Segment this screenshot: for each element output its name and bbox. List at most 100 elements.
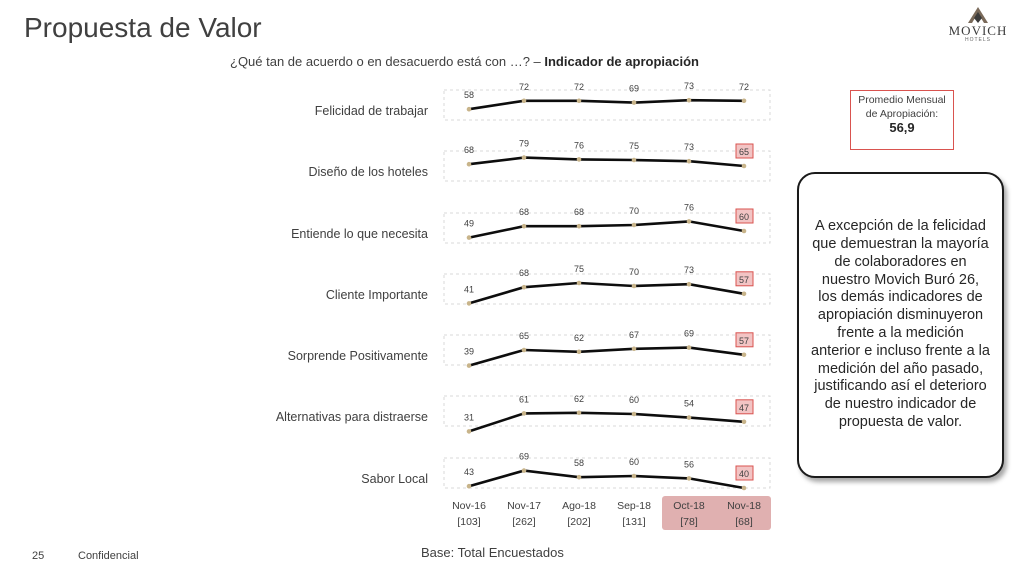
data-point	[741, 485, 747, 491]
data-point	[686, 281, 692, 287]
highlight-column-band	[662, 496, 771, 530]
highlight-value-box	[735, 271, 754, 287]
data-point	[741, 352, 747, 358]
base-note: Base: Total Encuestados	[421, 545, 564, 560]
row-label: Entiende lo que necesita	[291, 227, 428, 241]
data-label: 76	[684, 202, 694, 212]
data-label: 68	[464, 145, 474, 155]
highlight-value-box	[735, 208, 754, 224]
x-tick-label: Nov-17	[507, 500, 541, 512]
series-line	[468, 220, 745, 239]
data-point	[466, 363, 472, 368]
data-label: 76	[574, 140, 584, 150]
data-point	[576, 410, 582, 416]
data-point	[741, 163, 747, 169]
data-point	[466, 483, 472, 489]
promedio-box: Promedio Mensual de Apropiación: 56,9	[850, 90, 954, 150]
data-label: 62	[574, 394, 584, 404]
data-point	[631, 346, 637, 352]
series-line	[468, 156, 745, 168]
x-base-label: [262]	[512, 516, 535, 528]
x-base-label: [202]	[567, 516, 590, 528]
data-label: 68	[574, 207, 584, 217]
data-point	[576, 157, 582, 162]
data-label: 43	[464, 467, 474, 477]
data-label: 70	[629, 267, 639, 277]
data-label: 40	[739, 469, 749, 479]
data-label: 72	[739, 82, 749, 92]
promedio-label: Promedio Mensual de Apropiación:	[858, 94, 946, 120]
page-number: 25	[32, 550, 45, 562]
data-label: 68	[519, 207, 529, 217]
series-line	[468, 469, 745, 490]
confidential-label: Confidencial	[78, 550, 139, 562]
question-indicator: Indicador de apropiación	[544, 54, 699, 69]
data-point	[521, 347, 527, 353]
data-point	[686, 415, 692, 420]
data-label: 73	[684, 265, 694, 275]
data-label: 62	[574, 333, 584, 343]
data-label: 49	[464, 219, 474, 229]
data-label: 72	[574, 82, 584, 92]
data-point	[741, 228, 747, 234]
data-point	[631, 411, 637, 417]
insight-callout: A excepción de la felicidad que demuestr…	[797, 172, 1004, 478]
row-guide-box	[443, 395, 771, 427]
data-point	[521, 411, 527, 416]
logo-subtitle: HOTELS	[964, 37, 991, 43]
highlight-value-box	[735, 332, 754, 348]
x-tick-label: Ago-18	[562, 500, 596, 512]
series-line	[468, 411, 745, 433]
data-point	[686, 345, 692, 350]
data-point	[686, 97, 692, 103]
x-base-label: [103]	[457, 516, 480, 528]
data-label: 73	[684, 81, 694, 91]
highlight-value-box	[735, 143, 754, 159]
movich-logo: MOVICH HOTELS	[940, 6, 1016, 46]
data-point	[741, 291, 747, 297]
row-guide-box	[443, 334, 771, 366]
data-label: 69	[519, 452, 529, 462]
data-label: 57	[739, 336, 749, 346]
data-label: 75	[629, 141, 639, 151]
data-label: 65	[739, 147, 749, 157]
data-point	[521, 98, 527, 104]
survey-question: ¿Qué tan de acuerdo o en desacuerdo está…	[230, 54, 830, 69]
data-point	[686, 219, 692, 224]
logo-name: MOVICH	[948, 23, 1008, 38]
data-point	[576, 98, 582, 104]
data-label: 54	[684, 399, 694, 409]
data-point	[741, 98, 747, 104]
data-point	[631, 283, 637, 289]
row-guide-box	[443, 212, 771, 244]
data-point	[576, 223, 582, 229]
data-label: 60	[739, 212, 749, 222]
row-label: Diseño de los hoteles	[308, 165, 428, 179]
data-label: 79	[519, 139, 529, 149]
series-line	[468, 346, 745, 367]
data-point	[521, 468, 527, 473]
x-base-label: [131]	[622, 516, 645, 528]
data-label: 65	[519, 331, 529, 341]
row-guide-box	[443, 273, 771, 305]
data-point	[466, 301, 472, 306]
data-label: 67	[629, 330, 639, 340]
x-tick-label: Oct-18	[673, 500, 705, 512]
x-base-label: [78]	[680, 516, 698, 528]
x-tick-label: Nov-18	[727, 500, 761, 512]
data-point	[686, 476, 692, 481]
data-label: 61	[519, 394, 529, 404]
data-point	[631, 222, 637, 228]
insight-text: A excepción de la felicidad que demuestr…	[811, 218, 990, 430]
data-label: 70	[629, 206, 639, 216]
data-label: 47	[739, 403, 749, 413]
data-label: 31	[464, 412, 474, 422]
x-tick-label: Nov-16	[452, 500, 486, 512]
question-text: ¿Qué tan de acuerdo o en desacuerdo está…	[230, 54, 545, 69]
data-label: 58	[574, 458, 584, 468]
data-point	[631, 100, 637, 105]
data-point	[466, 235, 472, 240]
data-label: 75	[574, 264, 584, 274]
row-guide-box	[443, 150, 771, 182]
